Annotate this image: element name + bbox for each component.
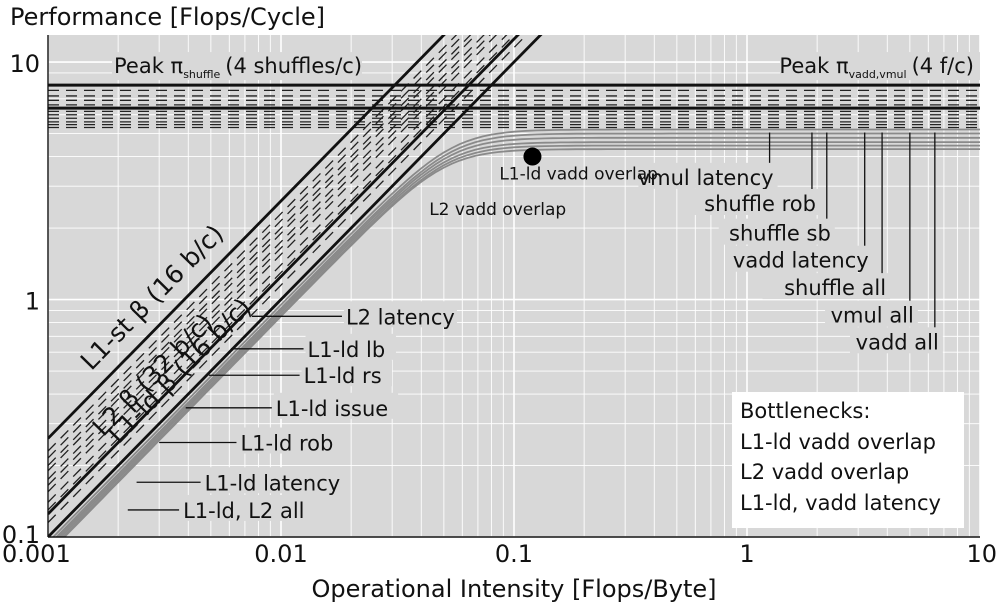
label-background (780, 52, 980, 81)
peak-ceiling-label: Peak πvadd,vmul (4 f/c) (779, 54, 974, 81)
bottleneck-label: L1-ld latency (205, 471, 341, 495)
legend-box (732, 392, 964, 528)
peak-subscript: vadd,vmul (849, 68, 907, 81)
legend-title: Bottlenecks: (740, 399, 870, 423)
peak-main: Peak π (779, 54, 849, 78)
peak-tail: (4 shuffles/c) (225, 54, 362, 78)
label-background (343, 301, 457, 328)
point-label: L1-ld vadd overlap (499, 164, 658, 184)
bottleneck-label: L1-ld lb (308, 338, 386, 362)
label-background (718, 218, 835, 245)
x-tick-label: 0.001 (2, 540, 71, 568)
measured-curve (51, 128, 980, 537)
label-background (112, 52, 362, 81)
peak-ceiling-text: Peak πvadd,vmul (4 f/c) (779, 54, 974, 81)
bandwidth-roof-line (48, 35, 446, 440)
dashed-bandwidth-roof (48, 35, 477, 472)
dashed-bandwidth-roof (48, 35, 491, 486)
label-background (692, 188, 820, 215)
legend-item: L1-ld vadd overlap (740, 430, 936, 454)
legend-item: L1-ld, vadd latency (740, 491, 941, 515)
bottleneck-label: shuffle rob (704, 192, 816, 216)
label-background (301, 360, 392, 387)
point-label: L2 vadd overlap (429, 200, 566, 220)
label-background (305, 333, 396, 360)
bottleneck-label: L2 latency (346, 305, 455, 329)
label-background (825, 300, 918, 327)
y-tick-label: 0.1 (2, 521, 40, 549)
peak-ceiling-text: Peak πshuffle (4 shuffles/c) (114, 54, 362, 81)
label-background (733, 245, 873, 272)
measured-curve (59, 141, 980, 537)
bandwidth-roof-line (48, 35, 520, 515)
bottleneck-label: L1-ld, L2 all (183, 499, 304, 523)
peak-tail: (4 f/c) (912, 54, 974, 78)
dashed-bandwidth-roof (48, 35, 528, 524)
bottleneck-label: shuffle all (784, 276, 886, 300)
x-tick-label: 0.1 (495, 540, 533, 568)
label-background (238, 427, 341, 454)
label-background (850, 327, 943, 354)
legend-item: L2 vadd overlap (740, 460, 909, 484)
x-axis-label: Operational Intensity [Flops/Byte] (311, 575, 716, 603)
dashed-bandwidth-roof (48, 35, 485, 480)
measured-curve (63, 148, 980, 537)
dashed-bandwidth-roof (48, 35, 508, 503)
plot-area (48, 35, 980, 537)
highlight-point (523, 147, 542, 166)
dashed-bandwidth-roof (48, 35, 458, 452)
dashed-bandwidth-roof (48, 35, 515, 511)
bottleneck-label: vmul all (831, 304, 914, 328)
bottleneck-label: vadd all (856, 330, 939, 354)
peak-subscript: shuffle (183, 68, 220, 81)
x-tick-label: 0.01 (254, 540, 307, 568)
measured-curve (55, 132, 980, 537)
bottleneck-label: vadd latency (733, 249, 869, 273)
dashed-bandwidth-roof (48, 35, 498, 493)
x-tick-label: 1 (739, 540, 754, 568)
measured-curve (57, 136, 980, 537)
bandwidth-roof-line (48, 35, 543, 537)
bottleneck-label: L1-ld issue (276, 397, 388, 421)
label-background (273, 392, 399, 419)
x-tick-label: 10 (966, 540, 997, 568)
label-background (202, 467, 350, 494)
bottleneck-label: L1-ld rob (240, 432, 333, 456)
label-background (762, 273, 891, 300)
label-background (181, 494, 328, 521)
dashed-bandwidth-roof (48, 35, 472, 466)
bottleneck-label: shuffle sb (729, 222, 831, 246)
y-tick-label: 10 (9, 50, 40, 78)
peak-main: Peak π (114, 54, 184, 78)
bottleneck-label: vmul latency (638, 166, 774, 190)
y-axis-label: Performance [Flops/Cycle] (10, 3, 325, 31)
label-background (638, 162, 778, 189)
y-tick-label: 1 (25, 288, 40, 316)
bottleneck-label: L1-ld rs (304, 364, 382, 388)
dashed-bandwidth-roof (48, 35, 465, 459)
peak-ceiling-label: Peak πshuffle (4 shuffles/c) (114, 54, 362, 81)
